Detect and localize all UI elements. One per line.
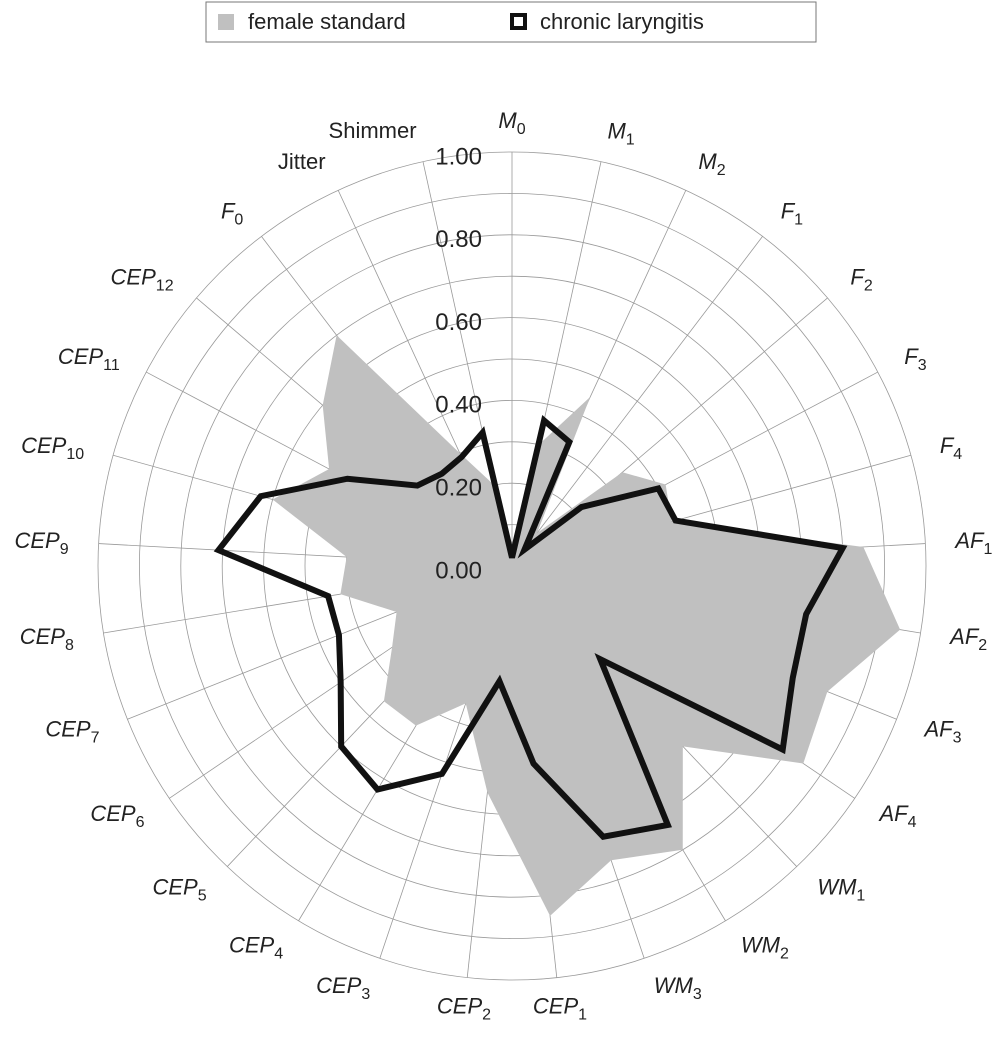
category-label: F3 <box>904 344 926 374</box>
category-label: CEP5 <box>153 874 207 904</box>
category-label: F2 <box>850 264 872 294</box>
category-label: CEP8 <box>20 624 74 654</box>
category-label: AF3 <box>922 716 961 746</box>
category-label: CEP1 <box>533 993 587 1023</box>
tick-label: 0.20 <box>435 475 482 502</box>
category-label: F1 <box>781 198 803 228</box>
category-label: CEP6 <box>90 801 144 831</box>
tick-label: 0.60 <box>435 309 482 336</box>
legend-label: chronic laryngitis <box>540 9 704 34</box>
tick-label: 0.00 <box>435 557 482 584</box>
category-label: Jitter <box>278 149 326 174</box>
category-label: CEP12 <box>111 264 174 294</box>
category-label: F4 <box>940 433 962 463</box>
category-label: CEP9 <box>14 528 68 558</box>
legend-swatch <box>218 14 234 30</box>
tick-label: 0.40 <box>435 392 482 419</box>
category-label: CEP10 <box>21 433 84 463</box>
legend-swatch <box>510 13 527 30</box>
category-label: CEP7 <box>45 716 99 746</box>
category-label: Shimmer <box>329 118 417 143</box>
category-label: AF4 <box>877 801 916 831</box>
spoke <box>511 236 763 567</box>
category-label: AF1 <box>953 528 992 558</box>
category-label: F0 <box>221 198 243 228</box>
category-label: M1 <box>607 118 634 148</box>
tick-label: 1.00 <box>435 143 482 170</box>
category-label: WM1 <box>817 874 865 904</box>
category-label: M0 <box>498 108 525 138</box>
category-label: CEP3 <box>316 973 370 1003</box>
category-label: WM2 <box>741 932 789 962</box>
tick-label: 0.80 <box>435 226 482 253</box>
category-label: WM3 <box>654 973 702 1003</box>
category-label: M2 <box>698 149 725 179</box>
category-label: CEP11 <box>58 344 120 374</box>
series-line <box>213 414 848 840</box>
category-label: CEP4 <box>229 932 283 962</box>
category-label: AF2 <box>948 624 987 654</box>
category-label: CEP2 <box>437 993 491 1023</box>
legend-label: female standard <box>248 9 406 34</box>
